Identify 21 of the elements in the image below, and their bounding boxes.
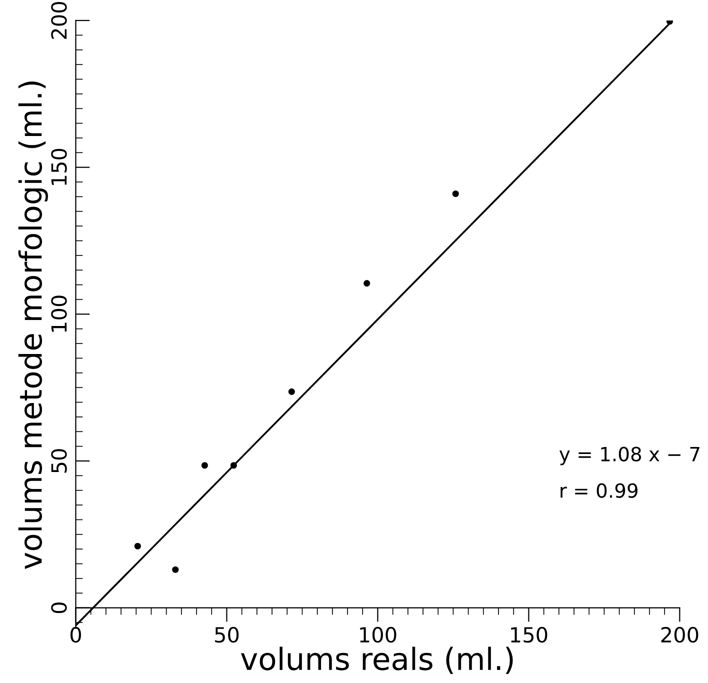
y-axis-title: volums metode morfologic (ml.): [18, 82, 48, 570]
y-tick-label: 200: [51, 2, 67, 39]
x-tick-label: 50: [215, 626, 239, 643]
x-tick-label: 100: [360, 626, 396, 643]
annotation: y = 1.08 x − 7: [559, 446, 700, 466]
point: [172, 566, 179, 573]
y-tick-label: 0: [51, 602, 67, 614]
y-tick-label: 150: [51, 148, 67, 185]
point: [452, 190, 459, 198]
x-tick-label: 200: [661, 626, 698, 643]
point: [201, 462, 208, 469]
y-tick-label: 50: [51, 449, 67, 473]
x-tick-label: 0: [70, 626, 81, 643]
annotation: r = 0.99: [560, 483, 638, 498]
point: [288, 388, 295, 395]
point: [134, 542, 141, 550]
x-axis-title: volums reals (ml.): [240, 646, 513, 674]
x-tick-label: 150: [511, 626, 548, 643]
point: [364, 280, 370, 287]
point: [230, 462, 237, 469]
y-tick-label: 100: [51, 296, 67, 332]
